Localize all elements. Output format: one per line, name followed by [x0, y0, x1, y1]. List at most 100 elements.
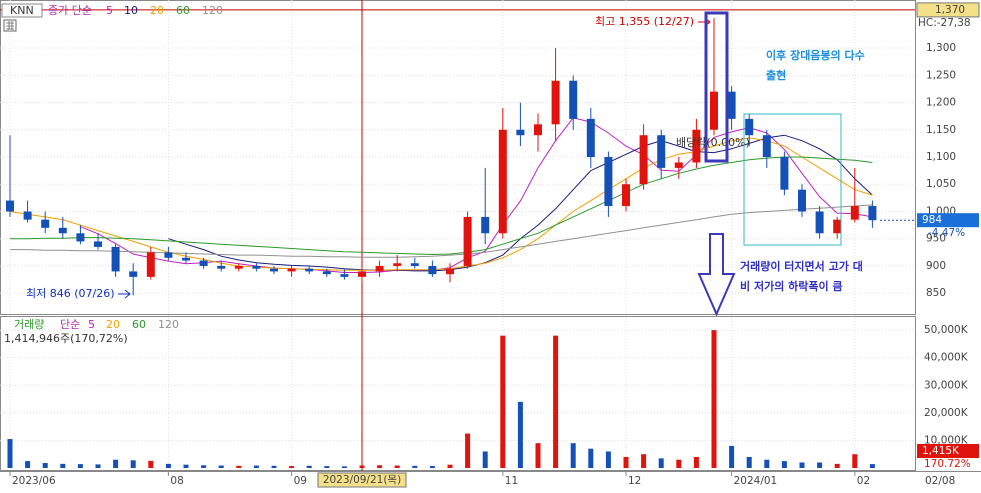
volume-bar — [781, 461, 787, 468]
candle-body — [481, 216, 490, 234]
candle-body — [252, 265, 261, 269]
candle-body — [569, 80, 578, 119]
note-annotation: 거래량이 터지면서 고가 대 — [740, 259, 863, 273]
candle-body — [428, 265, 437, 275]
x-tick-label: 2024/01 — [734, 475, 778, 487]
candle-body — [199, 260, 208, 266]
legend-entry: 5 — [106, 4, 113, 17]
y-tick-label: 1,150 — [926, 124, 956, 136]
volume-bar — [588, 448, 594, 468]
volume-bar — [500, 335, 506, 468]
dividend-annotation: 배당락(0.00%) — [676, 136, 750, 149]
volume-bar — [676, 459, 682, 468]
candle-body — [833, 219, 842, 234]
x-tick-label: 02 — [857, 475, 870, 487]
volume-bar — [341, 466, 347, 468]
x-tick-label: 08 — [170, 475, 183, 487]
symbol: KNN — [10, 4, 34, 17]
symbol-box — [1, 3, 43, 18]
low-annotation: 최저 846 (07/26) — [26, 287, 115, 300]
candle-body — [358, 271, 366, 277]
legend-entry: 20 — [150, 4, 164, 17]
low-arrow — [118, 289, 131, 299]
candle-body — [850, 206, 859, 220]
candle-body — [534, 124, 542, 136]
candle-body — [340, 274, 349, 277]
x-tick-label: 11 — [505, 475, 518, 487]
y-tick-label: 950 — [926, 233, 946, 245]
volume-ma-label: 단순 — [60, 318, 80, 331]
volume-bar — [834, 463, 840, 468]
candle-body — [463, 216, 472, 266]
volume-bar — [553, 335, 559, 468]
candle-body — [322, 271, 331, 275]
volume-legend-entry: 5 — [88, 318, 95, 331]
volume-bar — [817, 462, 823, 468]
candle-body — [182, 257, 190, 261]
y-tick-label: 20,000K — [924, 407, 969, 419]
crosshair-value-box — [916, 2, 980, 18]
volume-legend-entry: 60 — [132, 318, 146, 331]
volume-bar — [869, 464, 875, 468]
note-annotation: 이후 장대음봉의 다수 — [766, 48, 865, 62]
candle-body — [410, 263, 419, 266]
candle-body — [745, 118, 754, 136]
candle-body — [234, 265, 243, 269]
volume-panel-frame — [0, 316, 916, 471]
candle-body — [498, 129, 507, 234]
volume-bar — [271, 465, 277, 468]
change-label: -4.47% — [928, 227, 965, 239]
volume-bar — [60, 463, 66, 468]
y-tick-label: 900 — [926, 260, 946, 272]
volume-bar — [641, 454, 647, 468]
last-price-label: 984 — [922, 214, 942, 226]
candle-body — [657, 135, 666, 168]
volume-legend-entry: 120 — [158, 318, 179, 331]
x-tick-label: 09 — [294, 475, 307, 487]
volume-bar — [605, 451, 611, 468]
y-tick-label: 1,200 — [926, 97, 956, 109]
candle-body — [604, 157, 613, 207]
y-tick-label: 10,000K — [924, 434, 969, 446]
ma-line — [9, 137, 873, 271]
crosshair-value-label: 1,370 — [935, 4, 965, 16]
note-annotation: 비 저가의 하락폭이 큼 — [740, 279, 843, 293]
candle-body — [551, 80, 560, 125]
y-tick-label: 850 — [926, 287, 946, 299]
hc-label: HC:-27,38 — [918, 17, 971, 29]
volume-bar — [324, 466, 330, 468]
volume-bar — [42, 463, 48, 468]
legend-entry: 10 — [124, 4, 138, 17]
candle-body — [94, 241, 102, 247]
candle-body — [727, 91, 736, 119]
volume-bar — [236, 465, 242, 468]
y-tick-label: 1,050 — [926, 178, 956, 190]
crosshair-date-box — [317, 472, 407, 488]
candle-body — [798, 189, 806, 212]
last-volume-box — [917, 444, 979, 458]
candle-body — [446, 268, 454, 275]
candle-body — [586, 118, 595, 158]
candle-body — [41, 219, 50, 228]
volume-bar — [764, 459, 770, 468]
y-tick-label: 30,000K — [924, 379, 969, 391]
x-tick-label: 2023/06 — [12, 475, 56, 487]
volume-bar — [7, 439, 13, 468]
volume-bar — [394, 465, 400, 468]
candle-body — [710, 91, 718, 130]
candle-body — [270, 268, 278, 272]
last-volume-label: 1,415K — [922, 445, 960, 457]
volume-bar — [746, 456, 752, 468]
volume-bar — [77, 464, 83, 468]
candle-body — [639, 135, 648, 185]
volume-bar — [218, 465, 224, 468]
volume-bar — [183, 464, 189, 468]
volume-bar — [623, 456, 629, 468]
candle-body — [305, 268, 314, 272]
candle-body — [762, 135, 771, 158]
volume-bar — [482, 451, 488, 468]
volume-bar — [658, 458, 664, 468]
legend-entry: 120 — [202, 4, 223, 17]
